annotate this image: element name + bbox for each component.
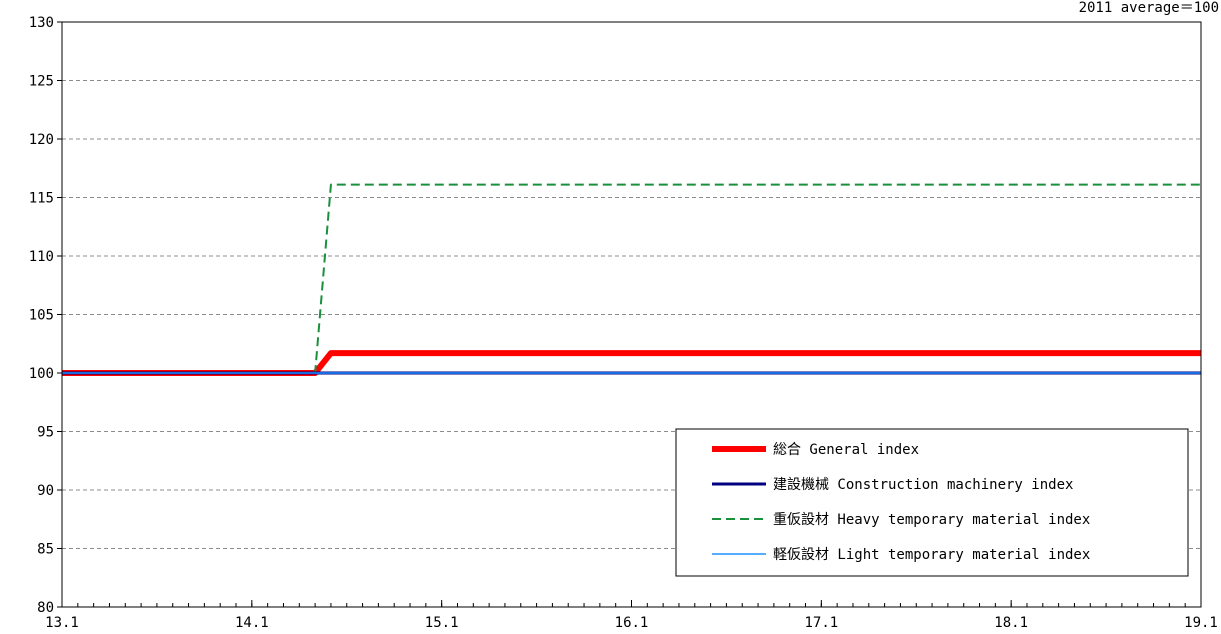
legend-label: 総合 General index	[773, 442, 919, 458]
y-tick-label: 90	[37, 483, 54, 499]
x-tick-label: 16.1	[615, 615, 649, 631]
x-tick-label: 17.1	[804, 615, 838, 631]
axes: 80 85 90 95 100 105 110 115 120 125 130 13.1 14.1 15.…	[29, 15, 1218, 631]
x-tick-label: 14.1	[235, 615, 269, 631]
y-tick-label: 80	[37, 600, 54, 616]
y-tick-label: 110	[29, 249, 54, 265]
legend-label: 重仮設材 Heavy temporary material index	[773, 512, 1090, 528]
y-tick-label: 105	[29, 308, 54, 324]
y-tick-label: 95	[37, 425, 54, 441]
series-line-1	[62, 350, 1201, 376]
series-lines	[62, 183, 1201, 376]
x-tick-label: 18.1	[994, 615, 1028, 631]
x-tick-label: 13.1	[45, 615, 79, 631]
y-tick-label: 125	[29, 74, 54, 90]
base-note: 2011 average＝100	[1079, 0, 1219, 16]
x-tick-label: 19.1	[1184, 615, 1218, 631]
y-tick-label: 85	[37, 542, 54, 558]
legend: 総合 General index 建設機械 Construction machin…	[675, 428, 1189, 577]
y-tick-label: 100	[29, 366, 54, 382]
y-tick-label: 120	[29, 132, 54, 148]
legend-box	[675, 428, 1189, 577]
y-tick-label: 115	[29, 191, 54, 207]
series-line-3	[62, 183, 1201, 374]
y-tick-label: 130	[29, 15, 54, 31]
legend-label: 建設機械 Construction machinery index	[773, 477, 1073, 493]
legend-label: 軽仮設材 Light temporary material index	[773, 547, 1090, 563]
x-tick-label: 15.1	[425, 615, 459, 631]
